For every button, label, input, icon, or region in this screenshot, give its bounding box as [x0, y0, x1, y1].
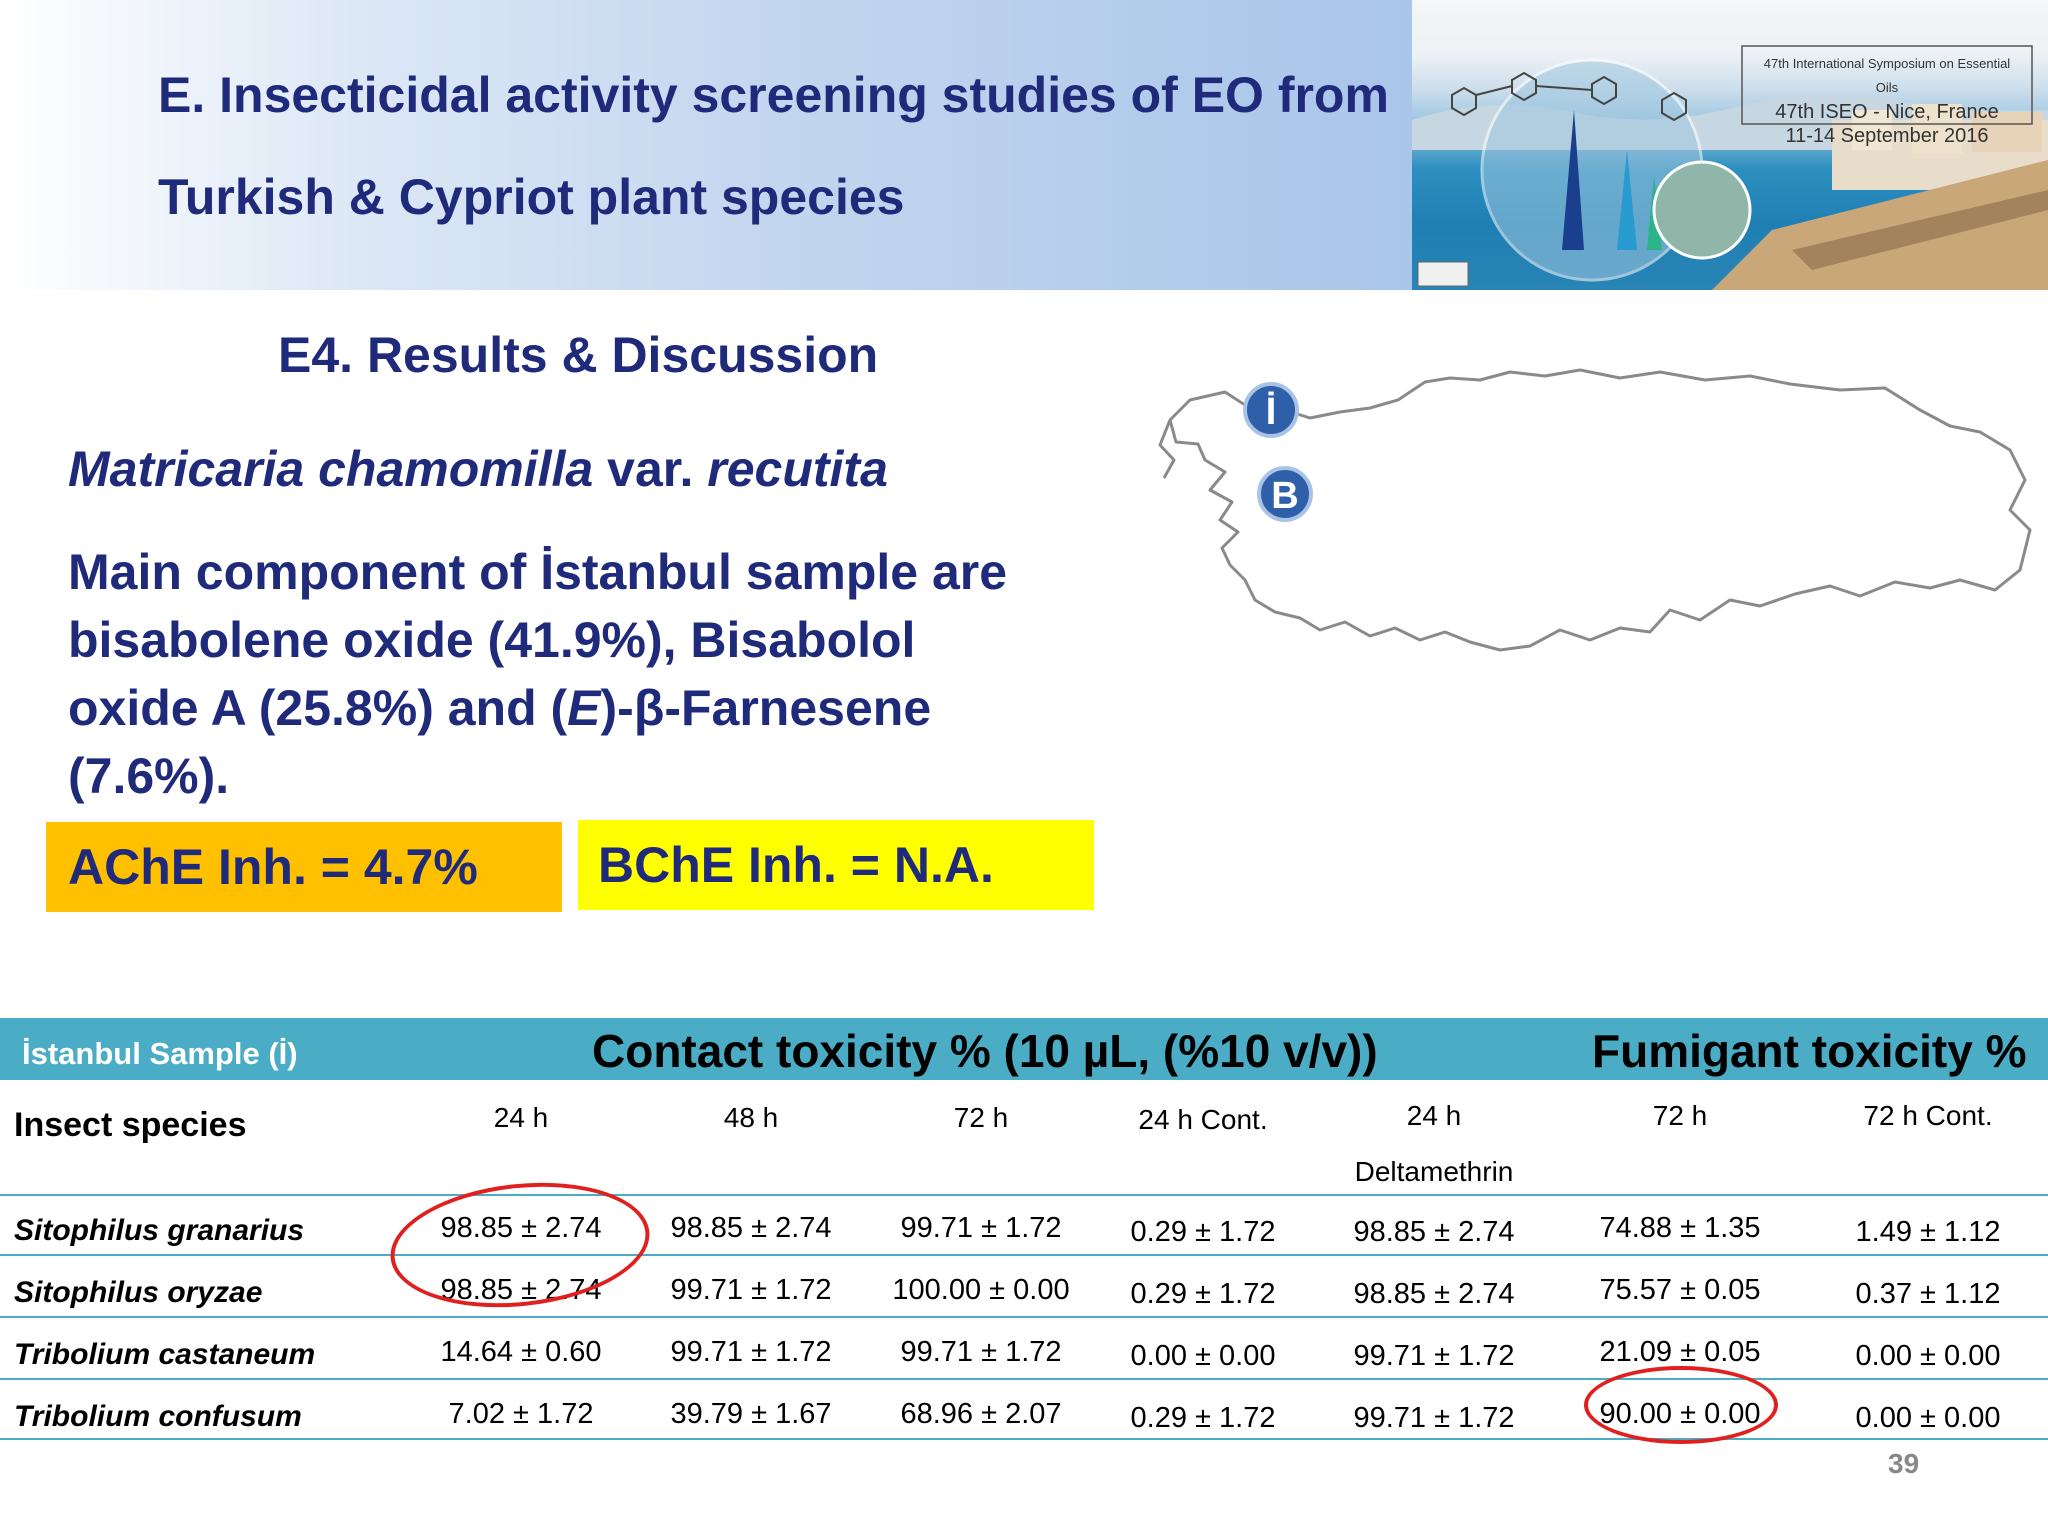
cell-contact-72h: 100.00 ± 0.00 [892, 1274, 1070, 1306]
marker-istanbul-label: İ [1266, 391, 1277, 433]
section-title: E4. Results & Discussion [278, 327, 879, 383]
row-species: Sitophilus oryzae [14, 1276, 263, 1309]
table-row: Sitophilus oryzae 98.85 ± 2.74 99.71 ± 1… [0, 1262, 2048, 1322]
ache-inhibition-box: AChE Inh. = 4.7% [46, 822, 562, 912]
cell-contact-72h: 68.96 ± 2.07 [900, 1398, 1062, 1430]
row-species: Sitophilus granarius [14, 1214, 305, 1247]
table-rule [0, 1316, 2048, 1318]
turkey-outline [1158, 368, 2032, 652]
banner-line-3: 11-14 September 2016 [1785, 125, 1989, 147]
cell-contact-24h: 7.02 ± 1.72 [448, 1398, 594, 1430]
species-genus: Matricaria chamomilla [68, 441, 594, 497]
table-row: Tribolium castaneum 14.64 ± 0.60 99.71 ±… [0, 1324, 2048, 1384]
cell-deltamethrin-24h: 98.85 ± 2.74 [1353, 1278, 1515, 1310]
table-rule [0, 1194, 2048, 1196]
marker-b-label: B [1271, 475, 1298, 517]
table-rule [0, 1254, 2048, 1256]
species-name: Matricaria chamomilla var. recutita [68, 440, 888, 498]
cell-fumigant-72h: 74.88 ± 1.35 [1599, 1212, 1761, 1244]
cell-contact-48h: 99.71 ± 1.72 [670, 1274, 832, 1306]
marker-istanbul: İ [1243, 382, 1299, 438]
ache-label: AChE Inh. = 4.7% [68, 839, 478, 895]
cell-contact-24h: 98.85 ± 2.74 [440, 1274, 602, 1306]
header-band [0, 0, 1412, 290]
conference-banner: 47th International Symposium on Essentia… [1412, 0, 2048, 290]
table-row: Sitophilus granarius 98.85 ± 2.74 98.85 … [0, 1200, 2048, 1260]
marker-b: B [1257, 466, 1313, 522]
species-variety: recutita [707, 441, 888, 497]
cell-contact-24h-cont: 0.29 ± 1.72 [1130, 1278, 1276, 1310]
cell-deltamethrin-24h: 99.71 ± 1.72 [1353, 1340, 1515, 1372]
bche-inhibition-box: BChE Inh. = N.A. [578, 820, 1094, 910]
table-rule [0, 1378, 2048, 1380]
col-fumigant-72h-cont: 72 h Cont. [1863, 1100, 1993, 1131]
table-contact-title: Contact toxicity % (10 µL, (%10 v/v)) [592, 1025, 1378, 1077]
row-species: Tribolium confusum [14, 1400, 302, 1433]
cell-fumigant-72h-cont: 0.00 ± 0.00 [1855, 1340, 2001, 1372]
col-fumigant-72h: 72 h [1652, 1100, 1708, 1131]
col-contact-24h-cont: 24 h Cont. [1138, 1104, 1268, 1135]
col-contact-48h: 48 h [723, 1102, 779, 1133]
title-line-1: E. Insecticidal activity screening studi… [158, 67, 1389, 123]
cell-contact-24h-cont: 0.29 ± 1.72 [1130, 1402, 1276, 1434]
main-text-part1: Main component of İstanbul sample are bi… [68, 544, 1008, 736]
col-contact-24h: 24 h [493, 1102, 549, 1133]
bche-label: BChE Inh. = N.A. [598, 837, 994, 893]
cell-contact-48h: 39.79 ± 1.67 [670, 1398, 832, 1430]
species-var: var. [607, 441, 694, 497]
cell-fumigant-72h: 75.57 ± 0.05 [1599, 1274, 1761, 1306]
cell-deltamethrin-24h: 98.85 ± 2.74 [1353, 1216, 1515, 1248]
col-deltamethrin-label: Deltamethrin [1354, 1156, 1514, 1187]
table-fumigant-title: Fumigant toxicity % [1592, 1025, 2027, 1077]
main-component-text: Main component of İstanbul sample are bi… [68, 538, 1048, 810]
turkey-map: İ B [1158, 368, 2032, 652]
banner-line-1: 47th International Symposium on Essentia… [1763, 56, 2011, 95]
row-species: Tribolium castaneum [14, 1338, 316, 1371]
main-text-italic: E [567, 680, 601, 736]
cell-fumigant-72h-cont: 1.49 ± 1.12 [1855, 1216, 2001, 1248]
cell-fumigant-72h: 21.09 ± 0.05 [1599, 1336, 1761, 1368]
slide-number: 39 [1888, 1448, 1920, 1479]
insect-species-header: Insect species [14, 1106, 247, 1144]
banner-caption: 47th International Symposium on Essentia… [1752, 52, 2022, 148]
cell-contact-24h: 14.64 ± 0.60 [440, 1336, 602, 1368]
table-header-band [0, 1018, 2048, 1080]
cell-contact-48h: 98.85 ± 2.74 [670, 1212, 832, 1244]
cell-fumigant-72h-cont: 0.00 ± 0.00 [1855, 1402, 2001, 1434]
highlight-circle-fumigant [1584, 1366, 1778, 1444]
cell-contact-24h: 98.85 ± 2.74 [440, 1212, 602, 1244]
col-contact-72h: 72 h [953, 1102, 1009, 1133]
banner-line-2: 47th ISEO - Nice, France [1775, 101, 1999, 123]
table-rule [0, 1438, 2048, 1440]
main-text-part2: )-β-Farnesene (7.6%). [68, 680, 932, 804]
col-deltamethrin-24h: 24 h [1406, 1100, 1462, 1131]
table-sample-label: İstanbul Sample (İ) [22, 1036, 298, 1071]
banner-illustration [1412, 45, 2048, 290]
cell-contact-24h-cont: 0.29 ± 1.72 [1130, 1216, 1276, 1248]
cell-contact-48h: 99.71 ± 1.72 [670, 1336, 832, 1368]
cell-contact-24h-cont: 0.00 ± 0.00 [1130, 1340, 1276, 1372]
cell-deltamethrin-24h: 99.71 ± 1.72 [1353, 1402, 1515, 1434]
cell-fumigant-72h-cont: 0.37 ± 1.12 [1855, 1278, 2001, 1310]
title-line-2: Turkish & Cypriot plant species [158, 169, 905, 225]
cell-contact-72h: 99.71 ± 1.72 [900, 1336, 1062, 1368]
cell-contact-72h: 99.71 ± 1.72 [900, 1212, 1062, 1244]
